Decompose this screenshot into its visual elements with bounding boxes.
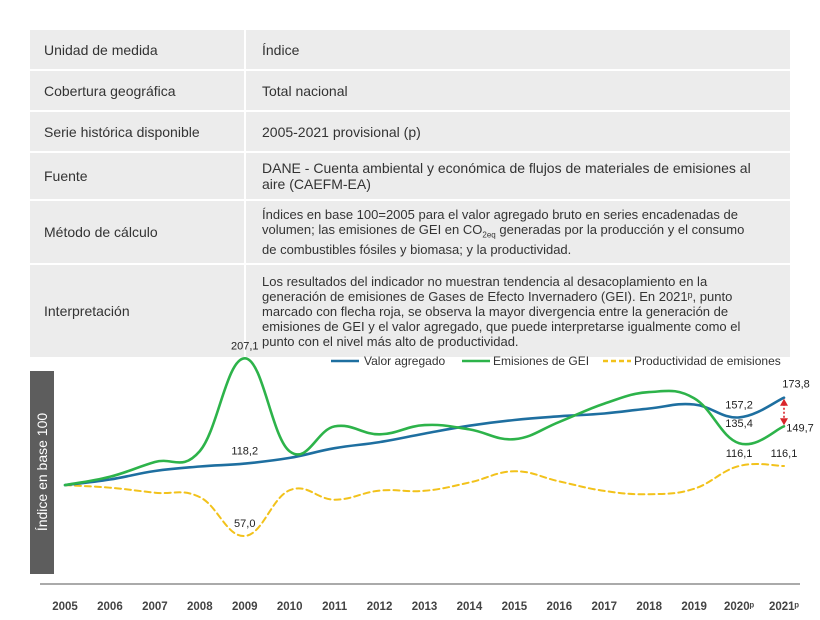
line-chart: Valor agregado Emisiones de GEI Productivi… <box>40 340 814 613</box>
metodo-text-pre: Índices en base 100=2005 para el valor a… <box>262 206 738 237</box>
table-row: Cobertura geográfica Total nacional <box>30 70 790 112</box>
legend-label: Valor agregado <box>364 354 445 368</box>
row-key-interpretacion: Interpretación <box>30 264 246 359</box>
x-tick-label: 2015 <box>502 601 528 613</box>
series-line-emisiones-de-gei <box>63 356 786 487</box>
legend-label: Productividad de emisiones <box>634 354 781 368</box>
table-row: Serie histórica disponible 2005-2021 pro… <box>30 111 790 153</box>
x-tick-label: 2014 <box>457 601 483 613</box>
indicator-info-table: Unidad de medida Índice Cobertura geográ… <box>30 30 790 359</box>
data-labels-layer: 207,1 118,2 57,0 157,2 135,4 116,1 173,8 149,7 1… <box>231 340 814 530</box>
data-label: 207,1 <box>231 340 259 352</box>
row-value-serie: 2005-2021 provisional (p) <box>245 111 790 153</box>
x-tick-label: 2021ᵖ <box>769 601 800 613</box>
row-key-serie: Serie histórica disponible <box>30 111 246 153</box>
divergence-arrow <box>780 398 788 426</box>
legend-label: Emisiones de GEI <box>493 354 589 368</box>
y-axis-label-box <box>30 371 54 574</box>
legend-item: Valor agregado <box>331 354 445 368</box>
row-value-unidad: Índice <box>245 30 790 71</box>
legend-item: Emisiones de GEI <box>462 354 589 368</box>
series-line-valor-agregado <box>63 396 786 487</box>
data-label: 157,2 <box>725 399 753 411</box>
data-label: 57,0 <box>234 518 255 530</box>
x-axis: 2005 2006 2007 2008 2009 2010 2011 2012 2013 2014… <box>40 583 800 613</box>
metodo-text-sub: 2eq <box>482 230 496 240</box>
table-row: Unidad de medida Índice <box>30 30 790 71</box>
row-key-unidad: Unidad de medida <box>30 30 246 71</box>
row-key-fuente: Fuente <box>30 152 246 201</box>
data-label: 116,1 <box>771 448 798 460</box>
data-label: 135,4 <box>725 418 753 430</box>
x-tick-label: 2019 <box>681 601 707 613</box>
row-value-interpretacion: Los resultados del indicador no muestran… <box>245 264 790 359</box>
data-label: 118,2 <box>231 446 258 458</box>
x-tick-label: 2016 <box>547 601 573 613</box>
x-tick-label: 2005 <box>52 601 78 613</box>
x-tick-label: 2012 <box>367 601 393 613</box>
row-value-cobertura: Total nacional <box>245 70 790 112</box>
x-tick-label: 2008 <box>187 601 213 613</box>
series-layer <box>63 356 788 538</box>
x-tick-label: 2013 <box>412 601 438 613</box>
table-row: Método de cálculo Índices en base 100=20… <box>30 200 790 265</box>
x-tick-label: 2018 <box>636 601 662 613</box>
x-tick-label: 2006 <box>97 601 123 613</box>
data-label: 173,8 <box>782 379 810 391</box>
chart-legend: Valor agregado Emisiones de GEI Productivi… <box>331 354 781 368</box>
x-tick-label: 2011 <box>322 601 348 613</box>
series-line-productividad-de-emisiones <box>64 463 785 538</box>
data-label: 149,7 <box>786 422 814 434</box>
row-value-metodo: Índices en base 100=2005 para el valor a… <box>245 200 790 265</box>
data-label: 116,1 <box>726 448 753 460</box>
table-row: Fuente DANE - Cuenta ambiental y económi… <box>30 152 790 201</box>
row-value-fuente: DANE - Cuenta ambiental y económica de f… <box>245 152 790 201</box>
row-key-metodo: Método de cálculo <box>30 200 246 265</box>
x-tick-label: 2017 <box>591 601 617 613</box>
x-tick-label: 2009 <box>232 601 258 613</box>
row-key-cobertura: Cobertura geográfica <box>30 70 246 112</box>
x-tick-label: 2020ᵖ <box>724 601 755 613</box>
x-tick-label: 2007 <box>142 601 168 613</box>
table-row: Interpretación Los resultados del indica… <box>30 264 790 359</box>
metodo-text-post: generadas por la producción y el consumo… <box>262 221 745 258</box>
legend-item: Productividad de emisiones <box>603 354 781 368</box>
x-tick-label: 2010 <box>277 601 303 613</box>
